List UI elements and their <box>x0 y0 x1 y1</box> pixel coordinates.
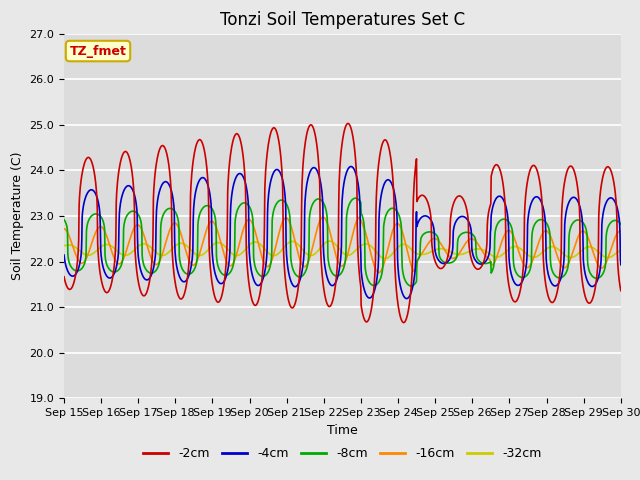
-2cm <box>344 120 352 126</box>
-8cm <box>60 217 68 223</box>
-16cm <box>246 217 254 223</box>
-16cm <box>502 229 510 235</box>
Line: -32cm: -32cm <box>64 241 621 259</box>
-2cm <box>60 274 68 280</box>
-32cm <box>246 241 254 247</box>
-32cm <box>326 238 333 244</box>
Line: -4cm: -4cm <box>64 167 621 299</box>
-2cm <box>429 252 437 258</box>
-4cm <box>502 205 510 211</box>
-2cm <box>184 272 191 278</box>
-4cm <box>348 164 355 169</box>
-2cm <box>246 288 254 294</box>
-8cm <box>170 208 178 214</box>
-16cm <box>552 247 559 253</box>
-4cm <box>552 283 559 289</box>
-4cm <box>170 209 178 215</box>
-32cm <box>60 243 68 249</box>
-2cm <box>170 274 178 279</box>
-8cm <box>407 283 415 289</box>
-16cm <box>375 270 383 276</box>
Title: Tonzi Soil Temperatures Set C: Tonzi Soil Temperatures Set C <box>220 11 465 29</box>
-8cm <box>502 217 510 223</box>
-4cm <box>617 262 625 267</box>
-2cm <box>617 288 625 294</box>
-8cm <box>351 195 359 201</box>
-4cm <box>429 224 437 230</box>
Legend: -2cm, -4cm, -8cm, -16cm, -32cm: -2cm, -4cm, -8cm, -16cm, -32cm <box>138 442 547 465</box>
-4cm <box>60 252 68 258</box>
-2cm <box>400 320 408 325</box>
-8cm <box>184 271 191 277</box>
-8cm <box>246 205 254 211</box>
Line: -16cm: -16cm <box>64 217 621 273</box>
-16cm <box>170 220 178 226</box>
-32cm <box>170 244 178 250</box>
-16cm <box>429 236 437 241</box>
-32cm <box>381 256 389 262</box>
Y-axis label: Soil Temperature (C): Soil Temperature (C) <box>11 152 24 280</box>
-16cm <box>60 226 68 232</box>
-8cm <box>617 221 625 227</box>
-2cm <box>502 257 510 263</box>
-32cm <box>429 248 437 253</box>
-32cm <box>502 249 510 254</box>
-16cm <box>184 254 191 260</box>
-16cm <box>319 215 327 220</box>
-4cm <box>184 275 191 281</box>
Text: TZ_fmet: TZ_fmet <box>70 45 127 58</box>
Line: -2cm: -2cm <box>64 123 621 323</box>
-8cm <box>429 230 437 236</box>
-16cm <box>617 228 625 234</box>
Line: -8cm: -8cm <box>64 198 621 286</box>
X-axis label: Time: Time <box>327 424 358 437</box>
-32cm <box>617 248 625 254</box>
-4cm <box>403 296 411 301</box>
-8cm <box>552 273 559 279</box>
-2cm <box>552 295 559 301</box>
-32cm <box>552 245 559 251</box>
-32cm <box>184 244 191 250</box>
-4cm <box>246 260 254 265</box>
